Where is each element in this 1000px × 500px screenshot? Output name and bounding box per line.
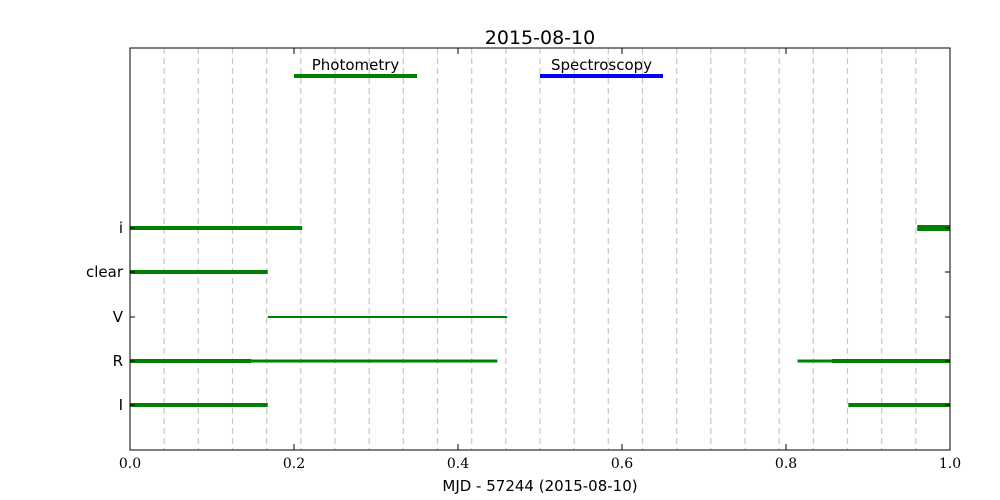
x-tick-label: 0.2: [283, 456, 305, 472]
x-tick-label: 0.8: [775, 456, 797, 472]
y-tick-label-v: V: [113, 308, 124, 326]
x-axis-label: MJD - 57244 (2015-08-10): [442, 477, 637, 495]
legend: Photometry Spectroscopy: [294, 56, 663, 78]
legend-label-photometry: Photometry: [312, 56, 400, 74]
x-tick-label: 1.0: [939, 456, 961, 472]
plot-frame: [129, 47, 951, 451]
y-tick-label-clear: clear: [86, 263, 124, 281]
x-tick-label: 0.4: [447, 456, 469, 472]
x-tick-label: 0.0: [119, 456, 141, 472]
y-tick-label-r: R: [113, 352, 123, 370]
observation-segments: [130, 225, 950, 407]
x-tick-label: 0.6: [611, 456, 633, 472]
grid-lines: [163, 48, 917, 450]
legend-label-spectroscopy: Spectroscopy: [551, 56, 652, 74]
y-tick-label-i: I: [119, 396, 123, 414]
chart-title: 2015-08-10: [485, 27, 595, 49]
y-tick-label-i: i: [119, 219, 123, 237]
